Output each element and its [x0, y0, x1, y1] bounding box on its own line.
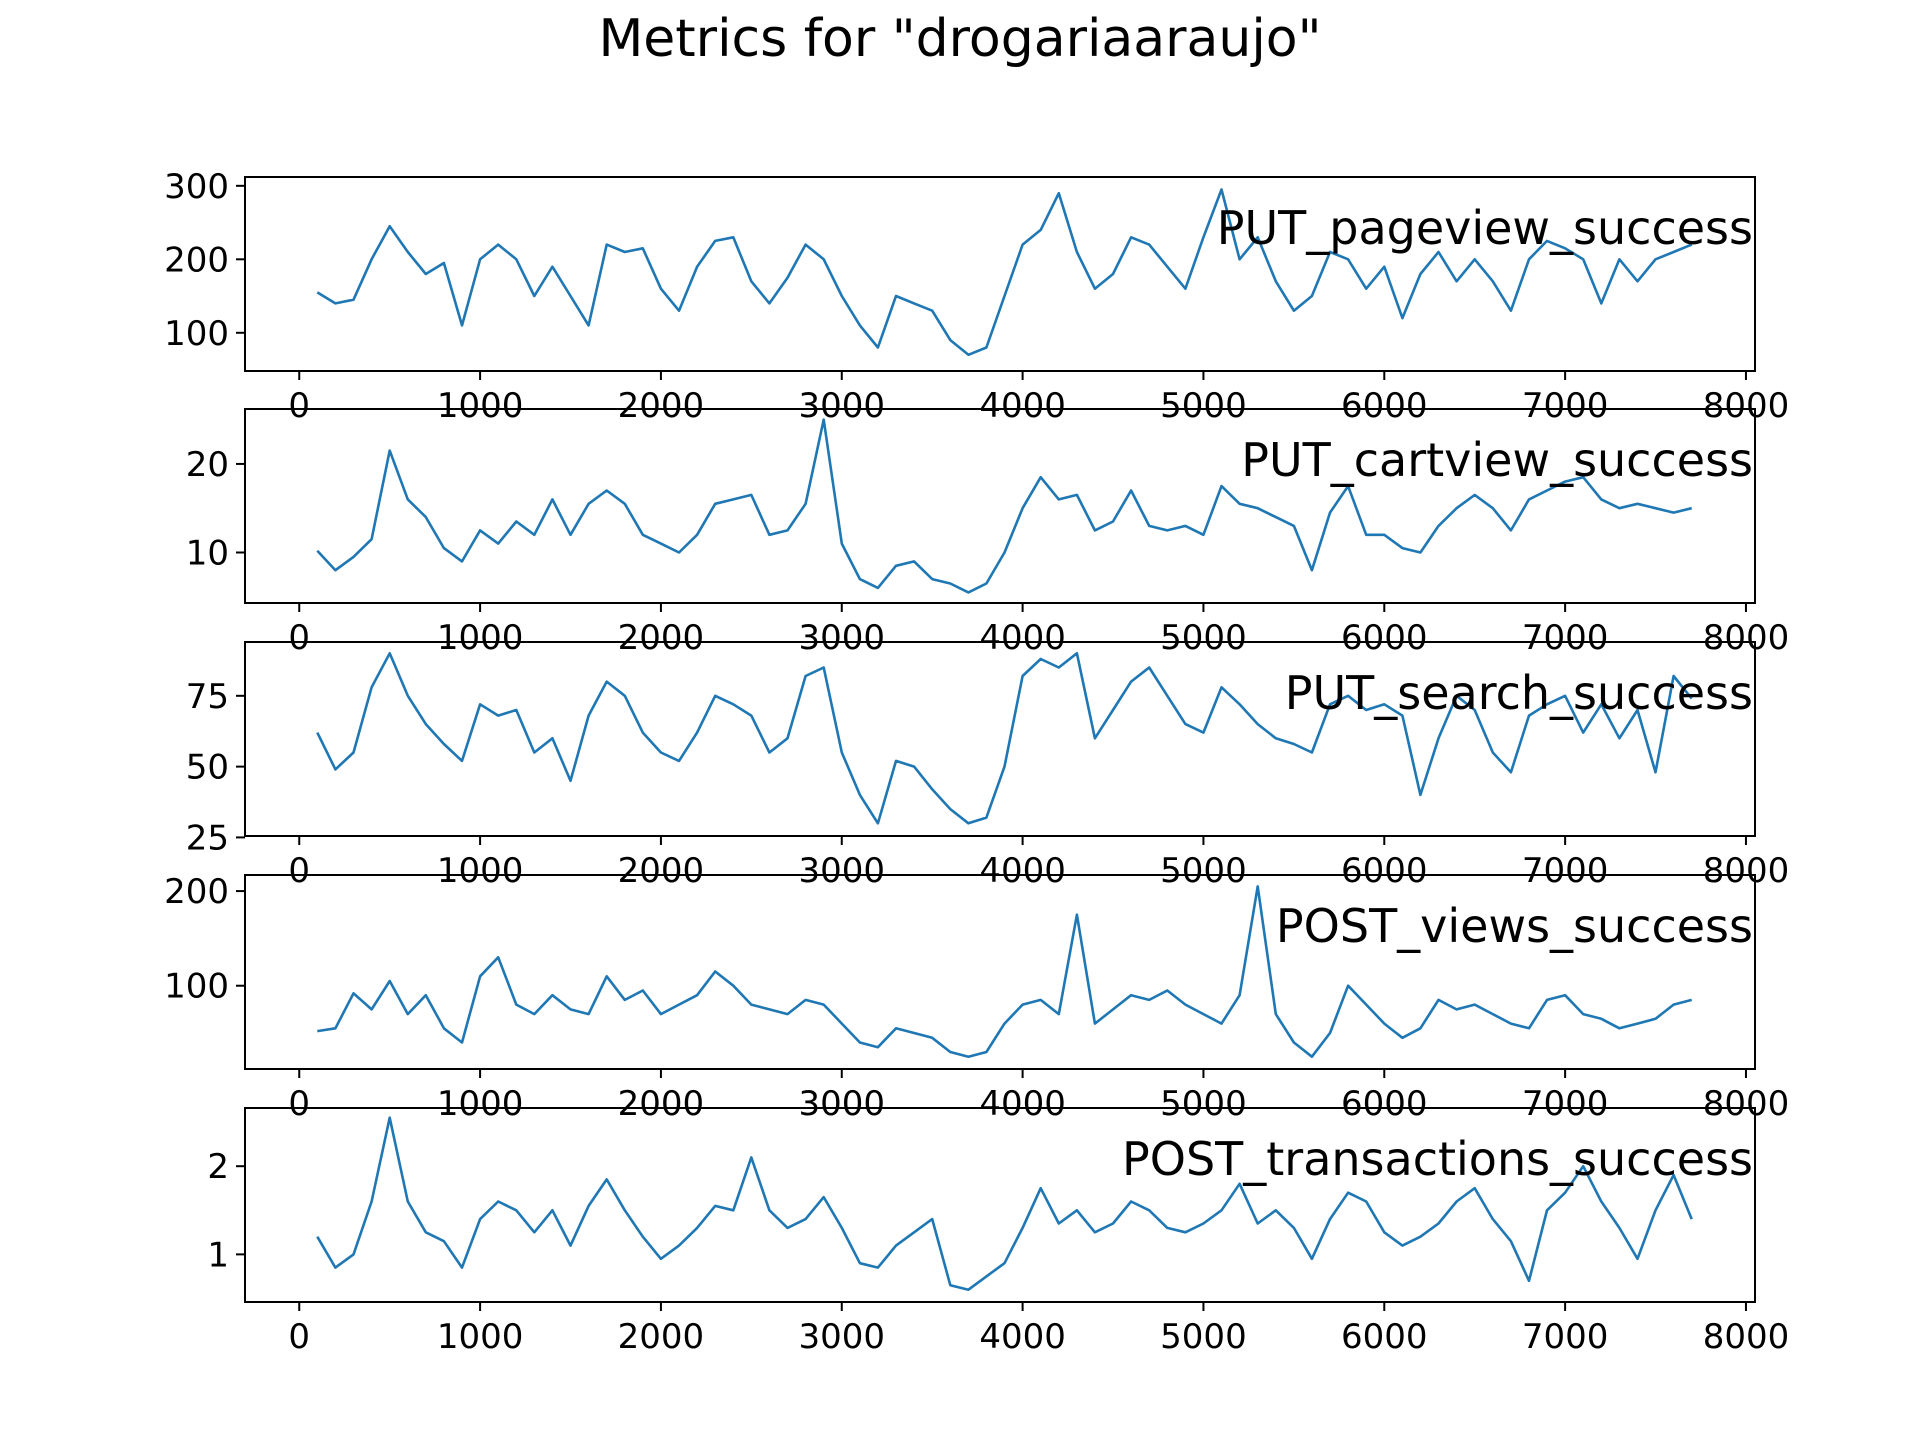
x-tick-label: 3000: [799, 1084, 886, 1124]
y-tick-label: 200: [164, 240, 229, 280]
y-tick-label: 100: [164, 314, 229, 354]
x-tick-label: 8000: [1703, 851, 1790, 891]
x-tick-label: 8000: [1703, 618, 1790, 658]
x-tick-label: 1000: [437, 618, 524, 658]
x-tick-label: 3000: [799, 851, 886, 891]
axes-frame: [244, 1107, 1756, 1303]
y-tick-label: 2: [207, 1147, 229, 1187]
x-tick-label: 5000: [1160, 851, 1247, 891]
x-tick-label: 2000: [618, 618, 705, 658]
panel-label-PUT_search_success: PUT_search_success: [1285, 666, 1753, 720]
x-tick-label: 6000: [1341, 1317, 1428, 1357]
y-tick-label: 100: [164, 967, 229, 1007]
x-tick-label: 2000: [618, 851, 705, 891]
x-tick-label: 7000: [1522, 386, 1609, 426]
axes-frame: [244, 874, 1756, 1070]
y-tick-label: 75: [186, 677, 229, 717]
x-tick-label: 6000: [1341, 851, 1428, 891]
x-tick-label: 6000: [1341, 1084, 1428, 1124]
subplot-2: 10 20 0 1000 2000 3000 4000 5000 6000 7000 8000 PUT…: [186, 408, 1790, 658]
y-tick-label: 300: [164, 167, 229, 207]
x-tick-label: 3000: [799, 1317, 886, 1357]
x-tick-label: 7000: [1522, 1084, 1609, 1124]
x-tick-label: 4000: [979, 1317, 1066, 1357]
x-tick-label: 5000: [1160, 1317, 1247, 1357]
panel-label-PUT_pageview_success: PUT_pageview_success: [1217, 201, 1753, 255]
x-tick-label: 5000: [1160, 1084, 1247, 1124]
x-tick-label: 0: [288, 851, 310, 891]
x-tick-label: 1000: [437, 851, 524, 891]
y-tick-label: 1: [207, 1235, 229, 1275]
x-tick-label: 8000: [1703, 386, 1790, 426]
x-tick-label: 0: [288, 386, 310, 426]
series-line-PUT_pageview_success: [316, 188, 1693, 357]
x-tick-label: 8000: [1703, 1317, 1790, 1357]
x-tick-label: 3000: [799, 618, 886, 658]
series-line-PUT_cartview_success: [316, 418, 1693, 594]
x-tick-label: 5000: [1160, 386, 1247, 426]
x-tick-label: 2000: [618, 1084, 705, 1124]
figure-title: Metrics for "drogariaaraujo": [598, 9, 1321, 69]
x-tick-label: 2000: [618, 386, 705, 426]
panel-label-POST_transactions_success: POST_transactions_success: [1122, 1132, 1753, 1186]
series-line-PUT_search_success: [316, 652, 1693, 825]
x-tick-label: 7000: [1522, 618, 1609, 658]
x-tick-label: 6000: [1341, 386, 1428, 426]
x-tick-label: 0: [288, 618, 310, 658]
x-tick-label: 4000: [979, 386, 1066, 426]
y-tick-label: 50: [186, 748, 229, 788]
x-tick-label: 8000: [1703, 1084, 1790, 1124]
x-tick-label: 4000: [979, 618, 1066, 658]
subplot-5: 1 2 0 1000 2000 3000 4000 5000 6000 7000 8000 POST_…: [207, 1107, 1790, 1357]
axes-frame: [244, 176, 1756, 372]
x-tick-label: 1000: [437, 386, 524, 426]
x-tick-label: 4000: [979, 1084, 1066, 1124]
x-tick-label: 0: [288, 1317, 310, 1357]
x-tick-label: 4000: [979, 851, 1066, 891]
series-line-POST_transactions_success: [316, 1116, 1693, 1291]
series-line-POST_views_success: [317, 885, 1693, 1058]
axes-frame: [244, 641, 1756, 837]
x-tick-label: 2000: [618, 1317, 705, 1357]
y-tick-label: 200: [164, 872, 229, 912]
panel-label-POST_views_success: POST_views_success: [1276, 899, 1753, 953]
x-tick-label: 7000: [1522, 851, 1609, 891]
x-tick-label: 5000: [1160, 618, 1247, 658]
axes-frame: [244, 408, 1756, 604]
x-tick-label: 0: [288, 1084, 310, 1124]
subplot-3: 25 50 75 0 1000 2000 3000 4000 5000 6000 7000 8000 P…: [186, 641, 1790, 891]
x-tick-label: 1000: [437, 1084, 524, 1124]
y-tick-label: 25: [186, 818, 229, 858]
x-tick-label: 3000: [799, 386, 886, 426]
y-tick-label: 10: [186, 534, 229, 574]
y-tick-label: 20: [186, 445, 229, 485]
x-tick-label: 7000: [1522, 1317, 1609, 1357]
x-tick-label: 1000: [437, 1317, 524, 1357]
x-tick-label: 6000: [1341, 618, 1428, 658]
panel-label-PUT_cartview_success: PUT_cartview_success: [1241, 433, 1753, 487]
